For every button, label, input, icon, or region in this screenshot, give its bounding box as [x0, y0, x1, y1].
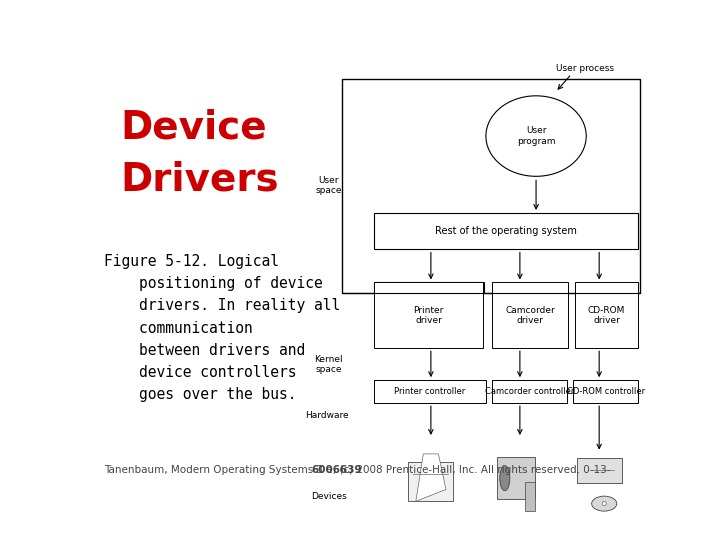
Ellipse shape: [500, 465, 510, 491]
Bar: [498, 457, 535, 499]
Text: Rest of the operating system: Rest of the operating system: [435, 226, 577, 236]
Bar: [492, 282, 568, 348]
Ellipse shape: [602, 502, 606, 506]
Text: CD-ROM controller: CD-ROM controller: [567, 387, 644, 396]
Text: Device: Device: [121, 109, 267, 146]
Text: 6006639: 6006639: [312, 465, 362, 475]
Text: User
program: User program: [517, 126, 555, 146]
Text: Drivers: Drivers: [121, 160, 279, 198]
Bar: [408, 462, 454, 501]
Text: Kernel
space: Kernel space: [315, 355, 343, 374]
Text: Devices: Devices: [311, 492, 347, 501]
Bar: [577, 458, 622, 483]
Text: User process: User process: [556, 64, 613, 73]
Polygon shape: [416, 454, 446, 501]
Bar: [374, 282, 485, 293]
Text: Camcorder
driver: Camcorder driver: [505, 306, 555, 325]
Text: Hardware: Hardware: [305, 411, 349, 421]
Bar: [575, 282, 638, 348]
Text: CD-ROM
driver: CD-ROM driver: [588, 306, 625, 325]
Bar: [374, 380, 486, 403]
Ellipse shape: [592, 496, 617, 511]
Text: Camcorder controller: Camcorder controller: [485, 387, 575, 396]
Bar: [492, 380, 567, 403]
Bar: [342, 79, 639, 293]
Bar: [374, 282, 482, 348]
Text: Figure 5-12. Logical
    positioning of device
    drivers. In reality all
    c: Figure 5-12. Logical positioning of devi…: [104, 254, 340, 402]
Bar: [573, 380, 638, 403]
Text: Printer controller: Printer controller: [395, 387, 466, 396]
Ellipse shape: [486, 96, 586, 177]
Bar: [525, 482, 535, 511]
Bar: [374, 213, 638, 249]
Text: User
space: User space: [315, 176, 342, 195]
Text: Printer
driver: Printer driver: [413, 306, 444, 325]
Text: Tanenbaum, Modern Operating Systems 3 e, (c) 2008 Prentice-Hall, Inc. All rights: Tanenbaum, Modern Operating Systems 3 e,…: [104, 465, 611, 475]
